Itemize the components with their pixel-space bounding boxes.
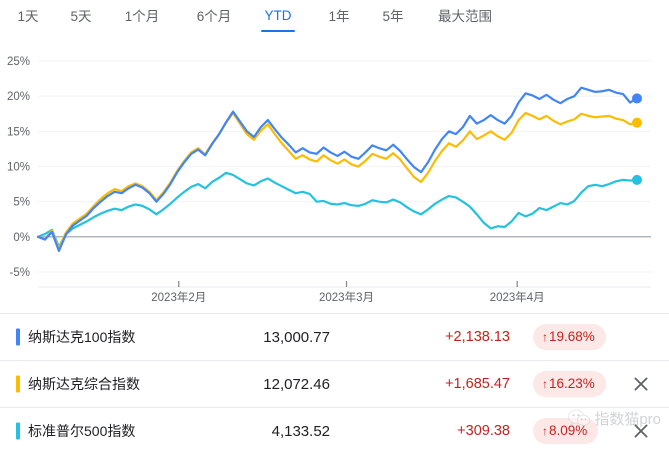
close-icon [634,424,648,438]
y-axis-tick-label: 20% [7,91,30,103]
x-axis-tick-label: 2023年4月 [490,290,545,304]
arrow-up-icon: ↑ [542,329,548,344]
y-axis-tick-label: 5% [13,197,30,209]
range-tab-label: 5天 [70,9,92,24]
range-tab-label: 最大范围 [438,9,492,24]
series-line-1[interactable] [36,86,639,252]
range-tab-label: 1个月 [124,9,160,24]
x-axis-tick-label: 2023年2月 [151,290,206,304]
index-change-percent-badge: ↑ 19.68% [533,324,606,350]
range-tab-label: 1年 [328,9,350,24]
index-change-percent: 16.23% [549,376,595,391]
index-name: 纳斯达克100指数 [28,329,136,345]
index-price: 13,000.77 [263,328,330,346]
range-tab-1[interactable]: 1天 [8,4,48,34]
legend-row[interactable]: 纳斯达克综合指数 12,072.46 +1,685.47 ↑ 16.23% [0,360,669,407]
chart-area[interactable]: 25% 20% 15% 10% 5% 0% -5% 2023年2月 2023年3月 2023年4月 [0,40,669,308]
series-line-2[interactable] [36,111,639,250]
arrow-up-icon: ↑ [542,423,548,438]
series-end-marker-2 [632,117,642,128]
index-change-percent: 19.68% [549,329,595,344]
range-tab-3[interactable]: 1个月 [114,4,170,34]
close-icon [634,377,648,391]
range-tab-6[interactable]: 1年 [318,4,360,34]
range-tab-8[interactable]: 最大范围 [432,4,498,34]
index-change-percent-badge: ↑ 16.23% [533,371,606,397]
series-color-swatch [16,375,20,393]
range-tab-4[interactable]: 6个月 [184,4,244,34]
index-legend-list: 纳斯达克100指数 13,000.77 +2,138.13 ↑ 19.68% 纳斯达克综合… [0,313,669,454]
index-change-absolute: +309.38 [457,423,510,439]
range-tab-7[interactable]: 5年 [372,4,414,34]
arrow-up-icon: ↑ [542,376,548,391]
series-color-swatch [16,422,20,440]
range-tab-5[interactable]: YTD [258,4,298,34]
remove-series-button[interactable] [630,420,652,442]
y-axis-tick-label: 10% [7,162,30,174]
y-axis-tick-label: -5% [10,267,30,279]
series-color-swatch [16,328,20,346]
range-tab-label: YTD [264,7,292,23]
index-change-absolute: +2,138.13 [445,329,510,345]
range-tab-label: 5年 [382,9,404,24]
range-tab-label: 6个月 [196,9,232,24]
index-price: 4,133.52 [271,422,330,440]
index-change-percent: 8.09% [549,423,588,438]
series-end-marker-1 [632,93,642,104]
index-name: 纳斯达克综合指数 [28,376,140,392]
y-axis-tick-label: 0% [13,232,30,244]
legend-row[interactable]: 标准普尔500指数 4,133.52 +309.38 ↑ 8.09% [0,407,669,454]
legend-row[interactable]: 纳斯达克100指数 13,000.77 +2,138.13 ↑ 19.68% [0,313,669,360]
remove-series-button[interactable] [630,373,652,395]
y-axis-tick-label: 25% [7,56,30,68]
price-comparison-line-chart[interactable]: 25% 20% 15% 10% 5% 0% -5% 2023年2月 2023年3月 2023年4月 [0,40,669,308]
series-line-3[interactable] [36,171,639,248]
index-change-absolute: +1,685.47 [445,376,510,392]
index-price: 12,072.46 [263,375,330,393]
y-axis-tick-label: 15% [7,126,30,138]
range-tab-2[interactable]: 5天 [60,4,102,34]
range-tab-label: 1天 [17,9,39,24]
index-change-percent-badge: ↑ 8.09% [533,418,599,444]
range-tab-bar: 1天 5天 1个月 6个月 YTD 1年 5年 最大范围 [0,0,669,38]
x-axis-tick-label: 2023年3月 [319,290,374,304]
index-name: 标准普尔500指数 [28,423,136,439]
series-end-marker-3 [632,174,642,185]
